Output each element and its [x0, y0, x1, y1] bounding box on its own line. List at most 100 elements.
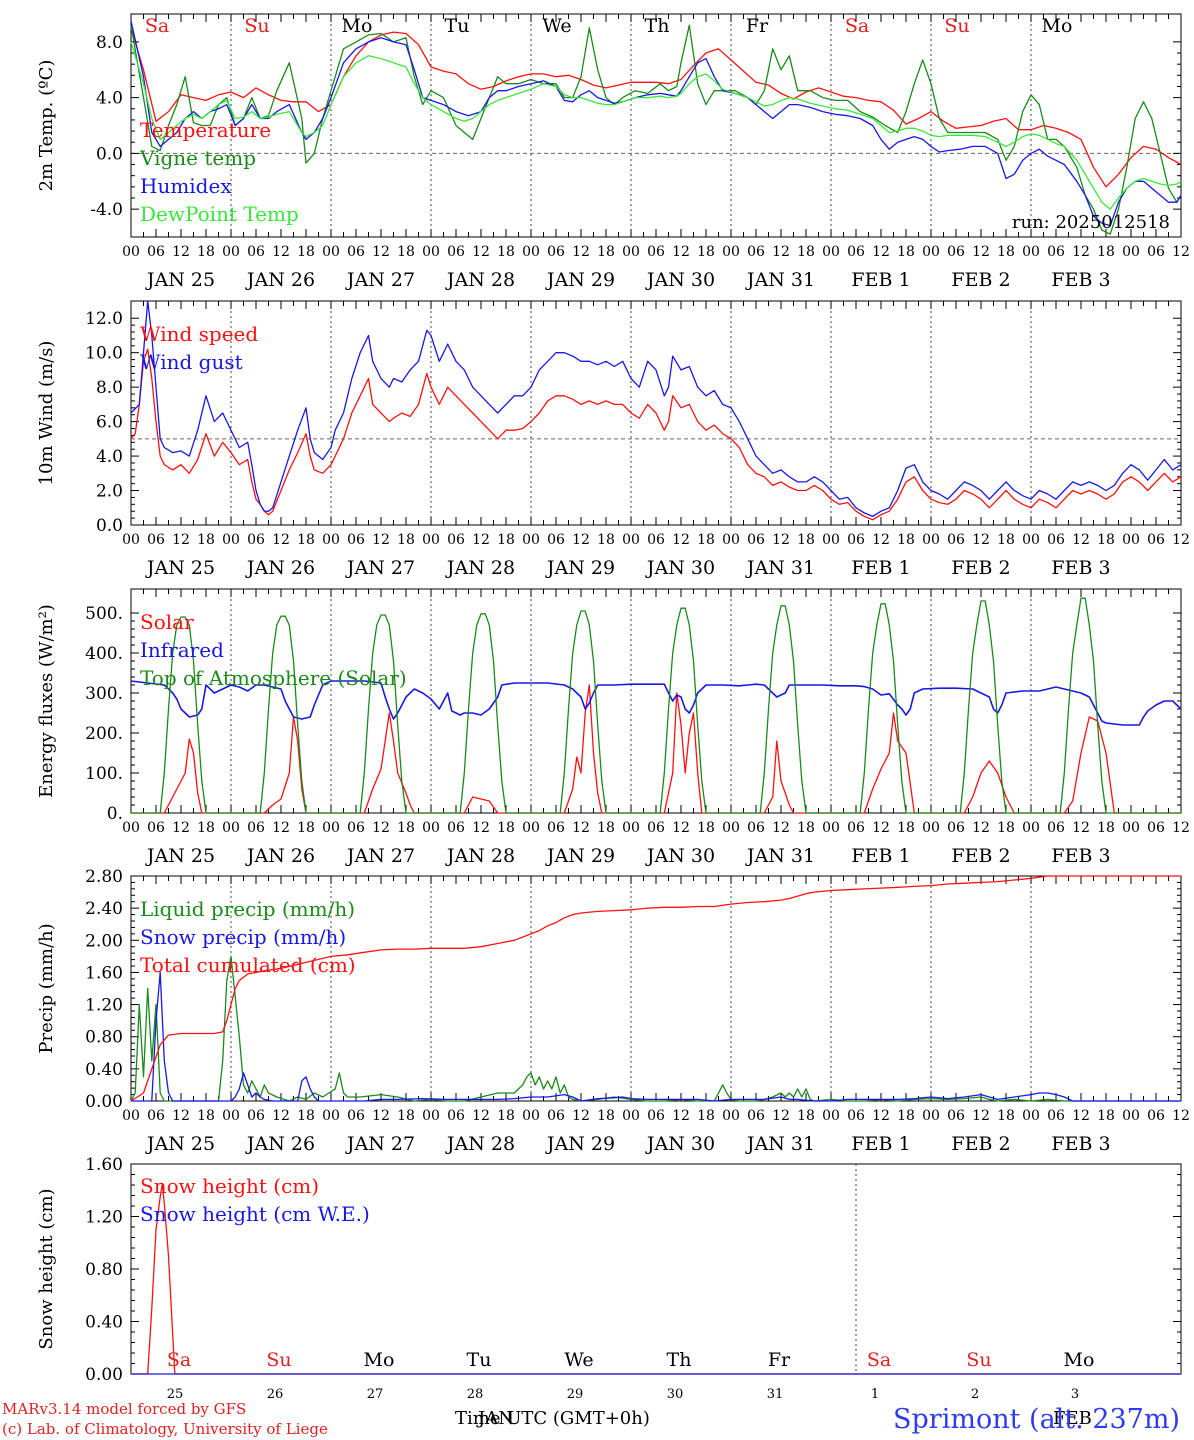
hour-label: 12	[1072, 532, 1090, 548]
hour-label: 18	[197, 532, 215, 548]
hour-label: 06	[447, 820, 465, 836]
hour-label: 00	[322, 820, 340, 836]
weekday-label: Su	[266, 1349, 291, 1371]
hour-label: 12	[872, 1108, 890, 1124]
weekday-label: Sa	[845, 15, 869, 37]
weekday-label: Tu	[467, 1349, 492, 1371]
hour-label: 12	[972, 532, 990, 548]
series-line-snow-precip-mm-h	[131, 971, 1181, 1102]
day-label: JAN 26	[245, 557, 315, 579]
y-tick-label: 2.40	[85, 899, 123, 919]
hour-label: 00	[322, 1108, 340, 1124]
y-tick-label: 4.0	[96, 447, 123, 467]
hour-label: 18	[597, 1108, 615, 1124]
hour-label: 18	[597, 532, 615, 548]
station-title: Sprimont (alt. 237m)	[893, 1404, 1180, 1435]
hour-label: 00	[222, 1108, 240, 1124]
hour-label: 18	[297, 532, 315, 548]
hour-label: 12	[1072, 820, 1090, 836]
y-tick-label: 0.00	[85, 1365, 123, 1385]
hour-label: 00	[522, 820, 540, 836]
hour-label: 00	[922, 820, 940, 836]
y-tick-label: 400.	[85, 644, 123, 664]
y-tick-label: 0.80	[85, 1260, 123, 1280]
day-label: JAN 28	[445, 269, 515, 291]
weekday-label: Mo	[364, 1349, 395, 1371]
hour-label: 12	[1072, 244, 1090, 260]
hour-label: 00	[422, 820, 440, 836]
hour-label: 06	[147, 1108, 165, 1124]
hour-label: 18	[897, 820, 915, 836]
day-label: JAN 25	[145, 557, 215, 579]
hour-label: 18	[397, 532, 415, 548]
hour-label: 18	[497, 532, 515, 548]
hour-label: 00	[622, 532, 640, 548]
hour-label: 06	[447, 532, 465, 548]
x-axis-label: Time UTC (GMT+0h)	[455, 1408, 650, 1429]
hour-label: 06	[1047, 244, 1065, 260]
y-tick-label: 1.20	[85, 1208, 123, 1228]
day-label: JAN 25	[145, 1133, 215, 1155]
hour-label: 12	[1172, 532, 1190, 548]
hour-label: 12	[1172, 1108, 1190, 1124]
day-label: FEB 1	[851, 269, 910, 291]
day-label: FEB 2	[951, 557, 1010, 579]
panel-3: 0. 100. 200. 300. 400. 500. Energy fluxes (W/m…	[36, 588, 1190, 867]
y-tick-label: 4.0	[96, 89, 123, 109]
hour-label: 06	[247, 532, 265, 548]
hour-label: 18	[697, 1108, 715, 1124]
hour-label: 00	[122, 820, 140, 836]
hour-label: 00	[322, 244, 340, 260]
hour-label: 06	[347, 532, 365, 548]
legend-entry: Infrared	[140, 638, 224, 662]
hour-label: 00	[822, 532, 840, 548]
hour-label: 18	[497, 244, 515, 260]
run-label: run: 2025012518	[1012, 212, 1170, 233]
hour-label: 00	[622, 1108, 640, 1124]
hour-label: 12	[672, 820, 690, 836]
hour-label: 00	[822, 244, 840, 260]
hour-label: 18	[897, 1108, 915, 1124]
hour-label: 12	[972, 820, 990, 836]
hour-label: 06	[247, 1108, 265, 1124]
hour-label: 06	[547, 820, 565, 836]
day-label: JAN 30	[645, 269, 715, 291]
weekday-label: Mo	[342, 15, 373, 37]
hour-label: 12	[872, 532, 890, 548]
hour-label: 06	[947, 820, 965, 836]
legend-entry: Liquid precip (mm/h)	[140, 897, 355, 921]
y-tick-label: 500.	[85, 604, 123, 624]
hour-label: 00	[522, 244, 540, 260]
y-axis-label: 10m Wind (m/s)	[36, 341, 57, 486]
weekday-label: Sa	[867, 1349, 891, 1371]
day-label: FEB 2	[951, 1133, 1010, 1155]
hour-label: 06	[647, 532, 665, 548]
y-tick-label: 2.00	[85, 931, 123, 951]
legend-entry: Snow height (cm)	[140, 1174, 319, 1198]
hour-label: 06	[347, 820, 365, 836]
hour-label: 12	[172, 532, 190, 548]
day-label: JAN 26	[245, 1133, 315, 1155]
footer-day-number: 1	[871, 1387, 879, 1402]
y-tick-label: 300.	[85, 684, 123, 704]
hour-label: 00	[722, 820, 740, 836]
footer-day-number: 25	[167, 1387, 184, 1402]
day-label: JAN 30	[645, 1133, 715, 1155]
weekday-label: Su	[944, 15, 969, 37]
hour-label: 18	[997, 1108, 1015, 1124]
hour-label: 06	[447, 1108, 465, 1124]
y-axis-label: Snow height (cm)	[36, 1188, 57, 1349]
series-line-humidex	[130, 20, 1182, 227]
hour-label: 00	[922, 244, 940, 260]
footer-feb-label: FEB	[1053, 1408, 1092, 1429]
hour-label: 06	[747, 820, 765, 836]
hour-label: 12	[972, 244, 990, 260]
hour-label: 18	[697, 532, 715, 548]
hour-label: 06	[347, 1108, 365, 1124]
day-label: JAN 29	[545, 845, 615, 867]
y-tick-label: 1.20	[85, 996, 123, 1016]
y-tick-label: 10.0	[85, 344, 123, 364]
y-tick-label: 1.60	[85, 963, 123, 983]
hour-label: 18	[797, 532, 815, 548]
hour-label: 00	[1022, 820, 1040, 836]
